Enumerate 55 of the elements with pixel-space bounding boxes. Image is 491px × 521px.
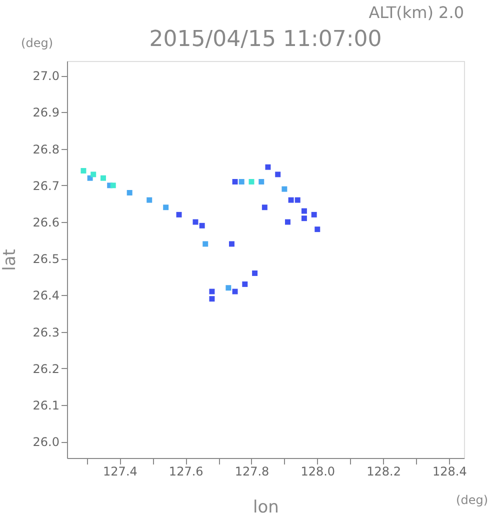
point — [209, 288, 215, 294]
x-tick-label: 128.2 — [366, 464, 401, 478]
x-tick-label: 127.8 — [234, 464, 270, 478]
y-tick-label: 26.0 — [32, 435, 60, 450]
y-tick-label: 26.7 — [32, 178, 60, 193]
point — [163, 204, 169, 210]
point — [199, 222, 205, 228]
y-tick-label: 26.5 — [32, 252, 60, 266]
y-axis-title: lat — [0, 248, 20, 271]
point — [282, 186, 288, 192]
point — [100, 175, 106, 181]
point — [176, 212, 182, 218]
x-tick-label: 127.6 — [168, 464, 204, 478]
x-tick-label: 127.4 — [103, 464, 138, 478]
point — [311, 212, 317, 218]
y-tick-label: 27.0 — [32, 69, 60, 84]
point — [126, 190, 132, 196]
point — [80, 168, 86, 174]
text: (deg) — [21, 36, 53, 50]
point — [232, 288, 238, 294]
x-tick-label: 128.0 — [300, 464, 336, 478]
text: (deg) — [456, 493, 488, 507]
point — [242, 281, 248, 287]
point — [275, 172, 281, 178]
point — [228, 241, 234, 247]
point — [202, 241, 208, 247]
y-tick-label: 26.3 — [32, 325, 60, 340]
point — [238, 179, 244, 184]
point — [294, 197, 300, 203]
y-tick-label: 26.1 — [32, 398, 60, 412]
point — [301, 208, 307, 214]
point — [314, 226, 320, 232]
point — [232, 179, 238, 184]
y-tick-label: 26.2 — [32, 362, 60, 376]
point — [90, 172, 96, 178]
chart-title: 2015/04/15 11:07:00 — [149, 27, 382, 52]
point — [265, 164, 271, 170]
point — [248, 179, 254, 184]
point — [258, 179, 264, 184]
point — [209, 296, 215, 302]
point — [301, 216, 307, 222]
y-tick-label: 26.9 — [32, 106, 60, 120]
point — [146, 197, 152, 203]
text: ALT(km) 2.0 — [368, 3, 464, 22]
point — [285, 219, 290, 225]
y-tick-label: 26.4 — [32, 288, 60, 303]
y-tick-label: 26.8 — [32, 142, 60, 156]
point — [288, 197, 294, 203]
point — [226, 285, 232, 291]
point — [252, 270, 258, 276]
x-axis-title: lon — [253, 498, 279, 518]
x-tick-label: 128.4 — [432, 464, 467, 478]
point — [262, 204, 268, 210]
y-tick-label: 26.6 — [32, 215, 60, 230]
point — [110, 182, 116, 188]
